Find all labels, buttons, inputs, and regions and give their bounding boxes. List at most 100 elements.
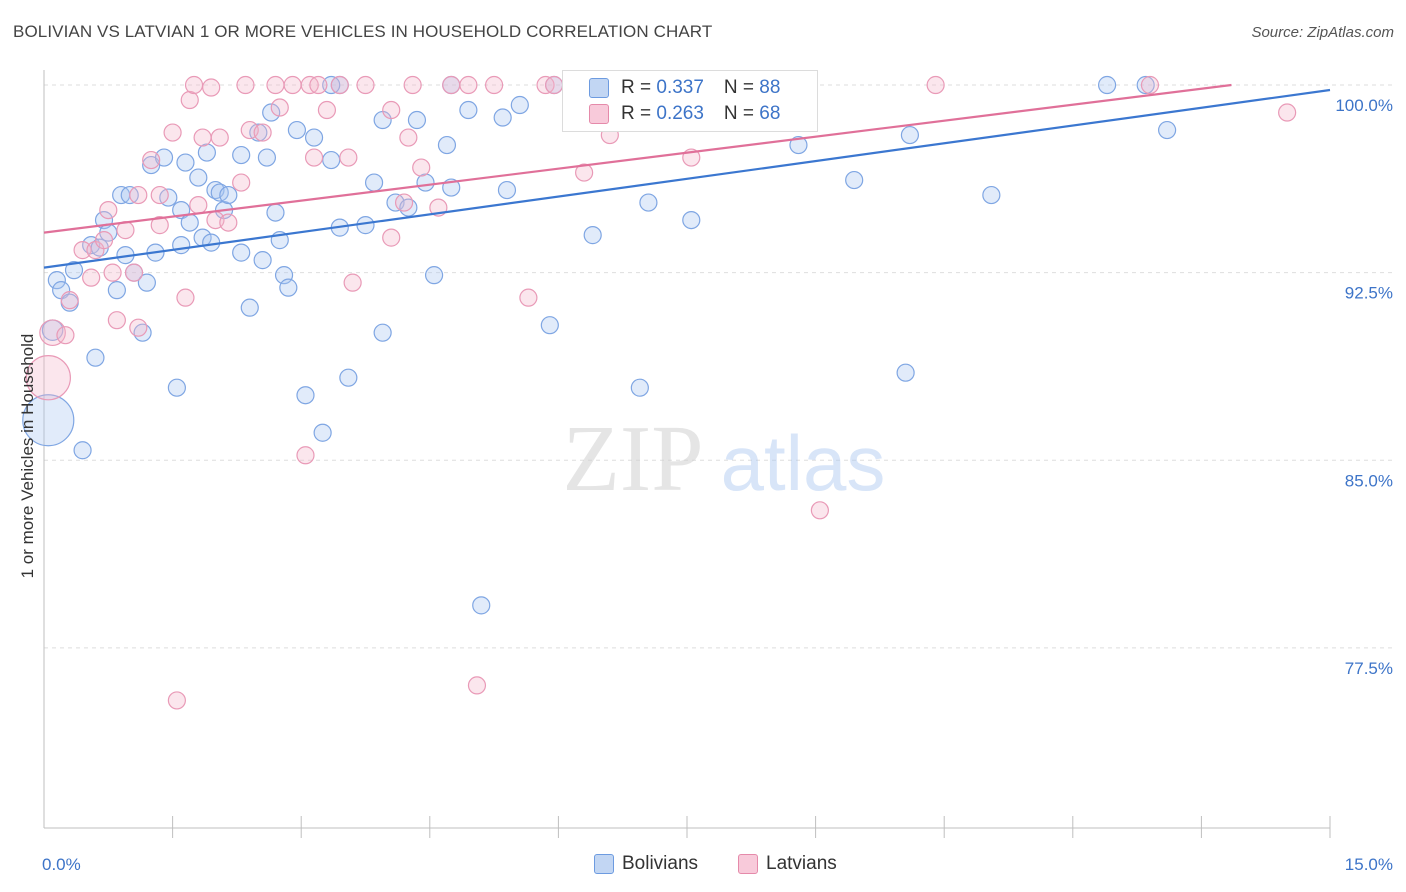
bolivian-point (630, 378, 649, 397)
latvian-point (202, 78, 221, 97)
latvian-point (189, 195, 208, 215)
bolivian-point (845, 170, 864, 190)
latvian-point (193, 128, 212, 147)
bolivian-point (900, 125, 920, 145)
latvian-point (210, 128, 229, 147)
watermark-atlas: atlas (721, 419, 886, 507)
bolivian-point (287, 120, 307, 140)
latvian-point (394, 193, 414, 212)
latvian-point (382, 100, 401, 120)
latvian-point (253, 123, 272, 142)
bolivian-point (296, 386, 315, 405)
latvians-legend-swatch (738, 854, 758, 874)
bolivian-point (73, 441, 92, 460)
bolivians-points (22, 75, 1177, 615)
bolivian-point (279, 278, 298, 297)
y-axis-label: 1 or more Vehicles in Household (18, 334, 37, 579)
latvian-point (1140, 75, 1160, 95)
latvian-point (150, 185, 169, 205)
latvian-point (304, 148, 324, 167)
bolivian-point (459, 100, 478, 120)
stats-legend: R = 0.337 N = 88 R = 0.263 N = 68 (562, 70, 818, 132)
latvian-point (25, 355, 71, 401)
bolivian-point (896, 363, 915, 382)
bolivian-point (86, 348, 105, 367)
trendlines (43, 83, 1331, 269)
bolivian-point (364, 173, 384, 192)
bolivian-point (253, 251, 272, 270)
latvian-point (94, 231, 114, 250)
watermark-zip: ZIP (563, 407, 704, 511)
bolivians-legend-swatch (594, 854, 614, 874)
bolivians-n-label: N = (723, 77, 760, 98)
bolivian-point (1136, 75, 1155, 95)
bolivian-point (789, 135, 808, 155)
latvian-point (167, 691, 186, 710)
latvian-point (124, 263, 144, 282)
latvian-point (82, 268, 101, 287)
bolivian-point (176, 153, 195, 172)
tick-labels: 100.0% 92.5% 85.0% 77.5% 0.0% 15.0% (42, 96, 1393, 874)
latvians-points (25, 75, 1297, 710)
bolivians-n-value: 88 (759, 77, 781, 98)
y-tick-label: 100.0% (1335, 96, 1393, 115)
bolivians-swatch (589, 78, 609, 98)
latvian-point (575, 163, 594, 182)
legend-row-latvians: R = 0.263 N = 68 (589, 102, 780, 126)
latvian-point (184, 75, 204, 95)
bolivian-point (180, 213, 199, 232)
bolivian-point (373, 323, 392, 342)
latvian-point (232, 173, 251, 192)
bolivian-point (266, 203, 285, 222)
y-tick-label: 85.0% (1345, 471, 1393, 490)
bolivian-point (472, 596, 491, 615)
legend-row-bolivians: R = 0.337 N = 88 (589, 76, 780, 100)
latvian-point (467, 676, 487, 695)
latvians-r-label: R = (621, 103, 657, 124)
latvian-point (1278, 103, 1297, 122)
bolivian-point (982, 185, 1001, 205)
bolivian-point (167, 378, 186, 397)
latvian-point (519, 288, 538, 307)
bolivian-point (416, 173, 435, 192)
y-tick-label: 92.5% (1345, 284, 1393, 303)
latvian-point (330, 75, 349, 95)
latvian-point (129, 185, 148, 205)
latvian-point (266, 75, 285, 95)
bolivian-point (322, 150, 341, 170)
bolivian-point (232, 145, 251, 165)
bolivian-point (583, 226, 602, 245)
bolivian-point (497, 180, 517, 200)
bolivian-point (219, 185, 238, 205)
latvian-point (459, 75, 478, 95)
latvian-point (412, 158, 431, 177)
latvian-point (107, 311, 126, 330)
source-label: Source: ZipAtlas.com (1251, 24, 1394, 41)
latvian-point (317, 100, 337, 120)
latvian-point (39, 319, 66, 347)
bolivian-point (510, 95, 529, 115)
latvian-point (73, 241, 92, 260)
latvian-point (129, 318, 148, 337)
latvian-point (343, 273, 362, 292)
bolivians-legend-label: Bolivians (622, 853, 699, 874)
bolivian-point (407, 110, 427, 130)
watermark: ZIP atlas (563, 407, 886, 511)
axes (43, 70, 1331, 838)
bolivian-point (197, 143, 216, 162)
bolivian-point (493, 108, 512, 127)
bolivian-point (639, 193, 658, 212)
latvian-point (356, 75, 375, 95)
x-tick-label: 15.0% (1345, 855, 1393, 874)
bolivian-point (313, 423, 332, 442)
bolivian-point (540, 316, 559, 335)
latvian-point (142, 150, 161, 170)
latvian-point (810, 501, 829, 520)
bolivian-point (262, 103, 281, 122)
x-tick-label: 0.0% (42, 855, 81, 874)
bolivian-point (107, 281, 126, 300)
latvian-point (545, 75, 564, 95)
latvian-point (339, 148, 358, 167)
latvian-point (270, 98, 289, 117)
